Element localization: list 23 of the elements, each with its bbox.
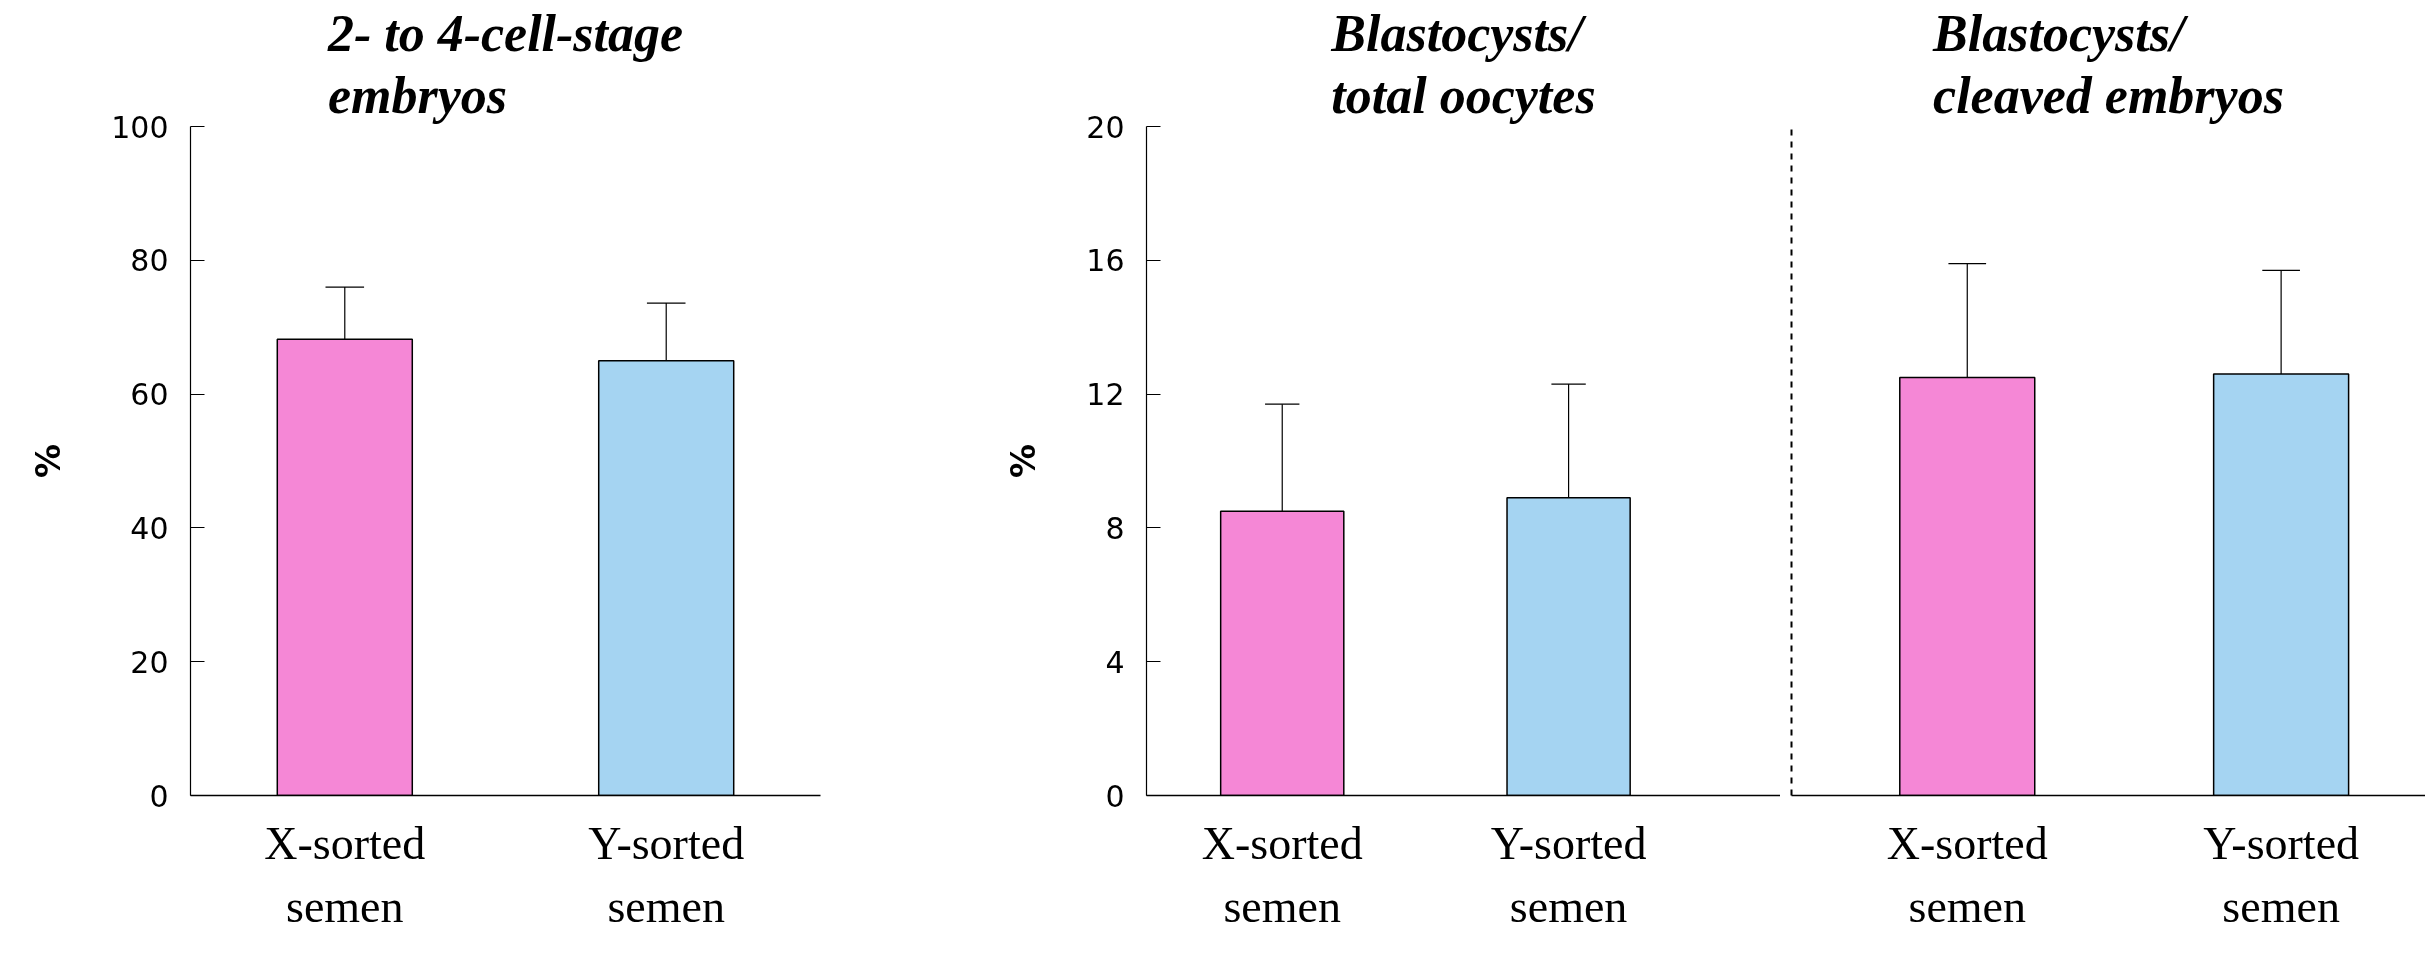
y-tick-label: 20 (1086, 109, 1125, 145)
chart-title: Blastocysts/ cleaved embryos (1932, 4, 2284, 125)
x-tick-label: Y-sorted semen (1490, 817, 1647, 933)
y-tick-label: 20 (130, 644, 169, 680)
x-tick-label: X-sorted semen (1886, 817, 2048, 933)
y-tick-label: 60 (130, 377, 169, 413)
chart-title: Blastocysts/ total oocytes (1330, 4, 1596, 125)
y-tick-label: 0 (1105, 778, 1125, 814)
chart-title: 2- to 4-cell-stage embryos (326, 4, 684, 125)
y-tick-label: 40 (130, 510, 169, 546)
y-tick-label: 0 (149, 778, 169, 814)
x-tick-label: Y-sorted semen (588, 817, 745, 933)
x-tick-label: Y-sorted semen (2203, 817, 2360, 933)
x-tick-label: X-sorted semen (1201, 817, 1363, 933)
y-tick-label: 8 (1105, 510, 1125, 546)
y-axis-title: % (28, 443, 69, 479)
y-tick-label: 100 (111, 109, 169, 145)
y-tick-label: 4 (1105, 644, 1125, 680)
x-tick-label: X-sorted semen (264, 817, 426, 933)
y-tick-label: 80 (130, 243, 169, 279)
y-tick-label: 16 (1086, 243, 1125, 279)
y-tick-label: 12 (1086, 377, 1125, 413)
y-axis-title: % (1003, 443, 1044, 479)
